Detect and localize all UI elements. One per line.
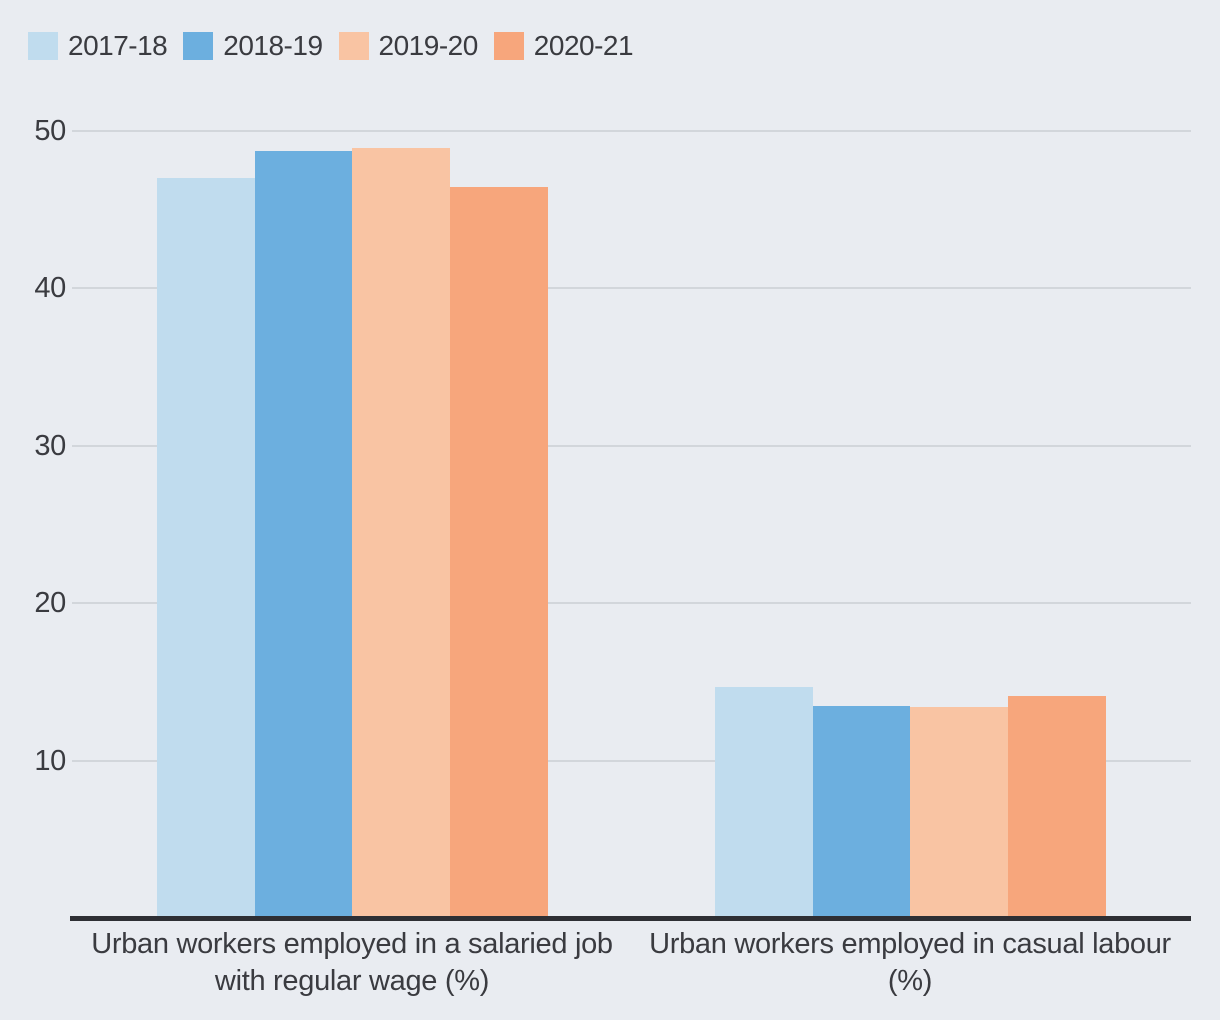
y-tick-label-20: 20 — [34, 587, 66, 619]
y-tick-label-50: 50 — [34, 115, 66, 147]
bar-2020-21-casual — [1008, 696, 1106, 916]
legend-label-2019-20: 2019-20 — [378, 30, 479, 61]
category-label-salaried: Urban workers employed in a salaried job… — [42, 926, 662, 1000]
legend-label-2018-19: 2018-19 — [223, 30, 323, 61]
bar-2020-21-salaried — [450, 187, 548, 916]
legend: 2017-18 2018-19 2019-20 2020-21 — [28, 30, 634, 62]
category-label-line: with regular wage (%) — [214, 965, 490, 997]
bar-2017-18-casual — [715, 687, 813, 916]
legend-swatch-icon-2019-20 — [338, 32, 369, 60]
legend-label-2020-21: 2020-21 — [533, 30, 634, 61]
gridline-10 — [72, 760, 1191, 762]
category-label-casual: Urban workers employed in casual labour (… — [600, 926, 1220, 1000]
bar-2018-19-salaried — [255, 151, 352, 916]
legend-swatch-icon-2018-19 — [183, 32, 214, 60]
bar-2018-19-casual — [813, 706, 910, 916]
bar-2017-18-salaried — [157, 178, 255, 916]
gridline-20 — [72, 602, 1191, 604]
legend-item-2017-18: 2017-18 — [28, 30, 168, 62]
gridline-30 — [72, 445, 1191, 447]
y-tick-label-30: 30 — [34, 430, 66, 462]
gridline-40 — [72, 287, 1191, 289]
legend-item-2018-19: 2018-19 — [183, 30, 323, 62]
y-tick-label-40: 40 — [34, 272, 66, 304]
y-tick-label-10: 10 — [34, 745, 66, 777]
legend-swatch-icon-2017-18 — [28, 32, 58, 60]
legend-item-2019-20: 2019-20 — [338, 30, 479, 62]
gridline-50 — [72, 130, 1191, 132]
bar-2019-20-salaried — [352, 148, 450, 916]
category-label-line: Urban workers employed in a salaried job — [91, 928, 613, 960]
legend-item-2020-21: 2020-21 — [493, 30, 634, 62]
legend-swatch-icon-2020-21 — [493, 32, 524, 60]
category-label-line: (%) — [887, 965, 933, 997]
legend-label-2017-18: 2017-18 — [68, 30, 168, 61]
bar-2019-20-casual — [910, 707, 1008, 916]
category-label-line: Urban workers employed in casual labour — [649, 928, 1171, 960]
x-axis-line — [70, 916, 1191, 921]
